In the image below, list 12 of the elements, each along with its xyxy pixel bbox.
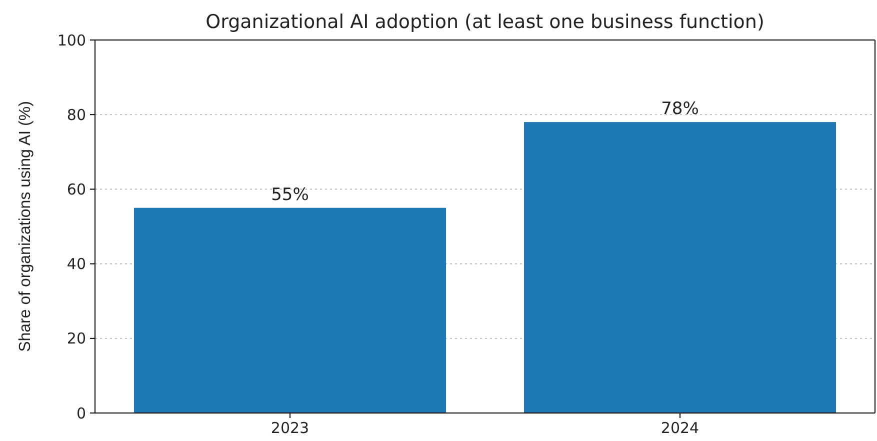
y-tick-label: 0	[76, 404, 86, 422]
x-tick-label: 2024	[660, 419, 700, 437]
y-tick-label: 20	[66, 330, 86, 348]
data-label: 55%	[271, 184, 309, 205]
y-tick-label: 60	[66, 180, 86, 198]
y-tick-label: 80	[66, 106, 86, 124]
x-tick-label: 2023	[270, 419, 310, 437]
chart-title: Organizational AI adoption (at least one business function)	[206, 11, 764, 33]
y-tick-label: 100	[57, 31, 86, 50]
y-tick-label: 40	[66, 255, 86, 274]
data-label: 78%	[661, 99, 699, 120]
y-axis-title: Share of organizations using AI (%)	[17, 101, 34, 352]
